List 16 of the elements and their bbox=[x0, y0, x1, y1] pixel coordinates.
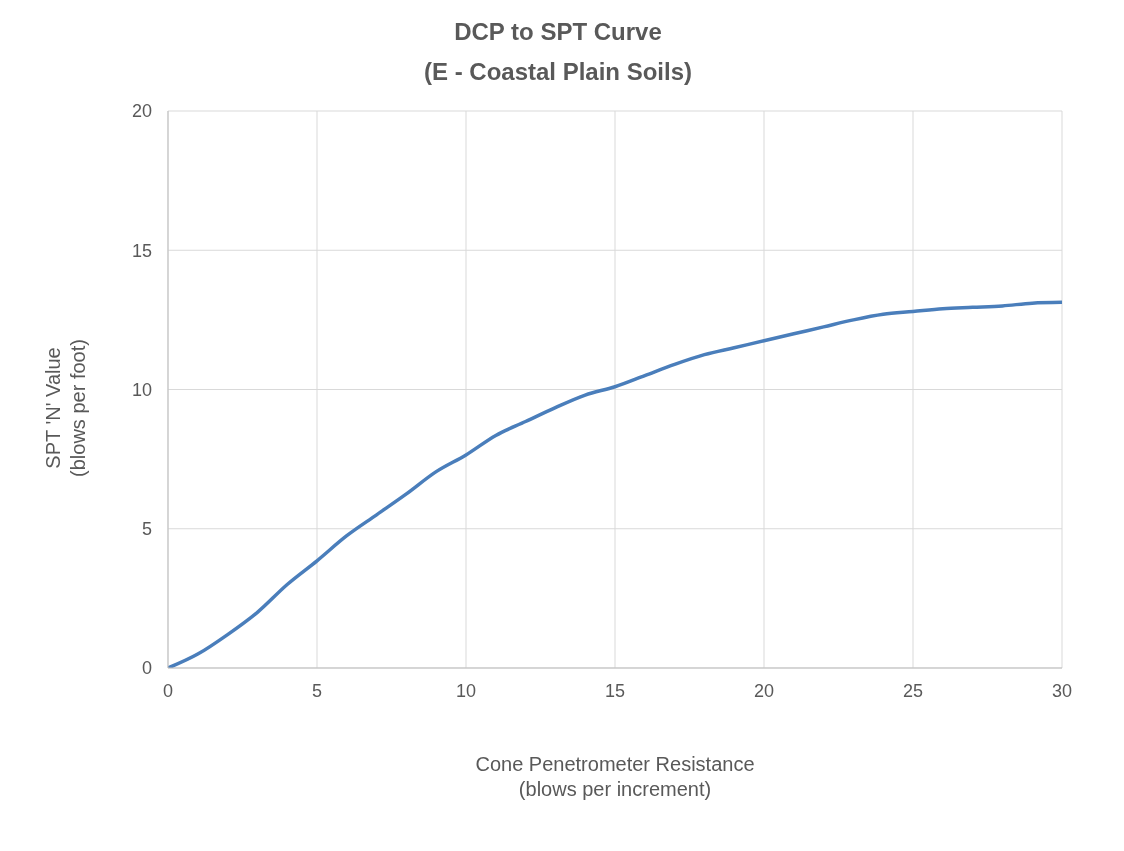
x-tick-label: 5 bbox=[311, 680, 323, 701]
chart-subtitle: (E - Coastal Plain Soils) bbox=[423, 58, 693, 85]
x-tick-label: 25 bbox=[902, 680, 924, 701]
x-tick-label: 0 bbox=[162, 680, 174, 701]
y-axis-title: SPT 'N' Value (blows per foot) bbox=[42, 339, 89, 477]
y-tick-label: 10 bbox=[131, 379, 152, 400]
x-tick-label: 30 bbox=[1051, 680, 1073, 701]
y-tick-label: 20 bbox=[131, 101, 152, 122]
y-tick-label: 0 bbox=[141, 658, 152, 679]
x-tick-label: 15 bbox=[604, 680, 626, 701]
chart-title: DCP to SPT Curve bbox=[454, 18, 662, 45]
x-tick-label: 20 bbox=[753, 680, 775, 701]
y-tick-label: 5 bbox=[141, 519, 152, 540]
x-axis-title: Cone Penetrometer Resistance (blows per increment) bbox=[475, 753, 755, 800]
y-tick-label: 15 bbox=[131, 240, 152, 261]
x-tick-label: 10 bbox=[455, 680, 477, 701]
